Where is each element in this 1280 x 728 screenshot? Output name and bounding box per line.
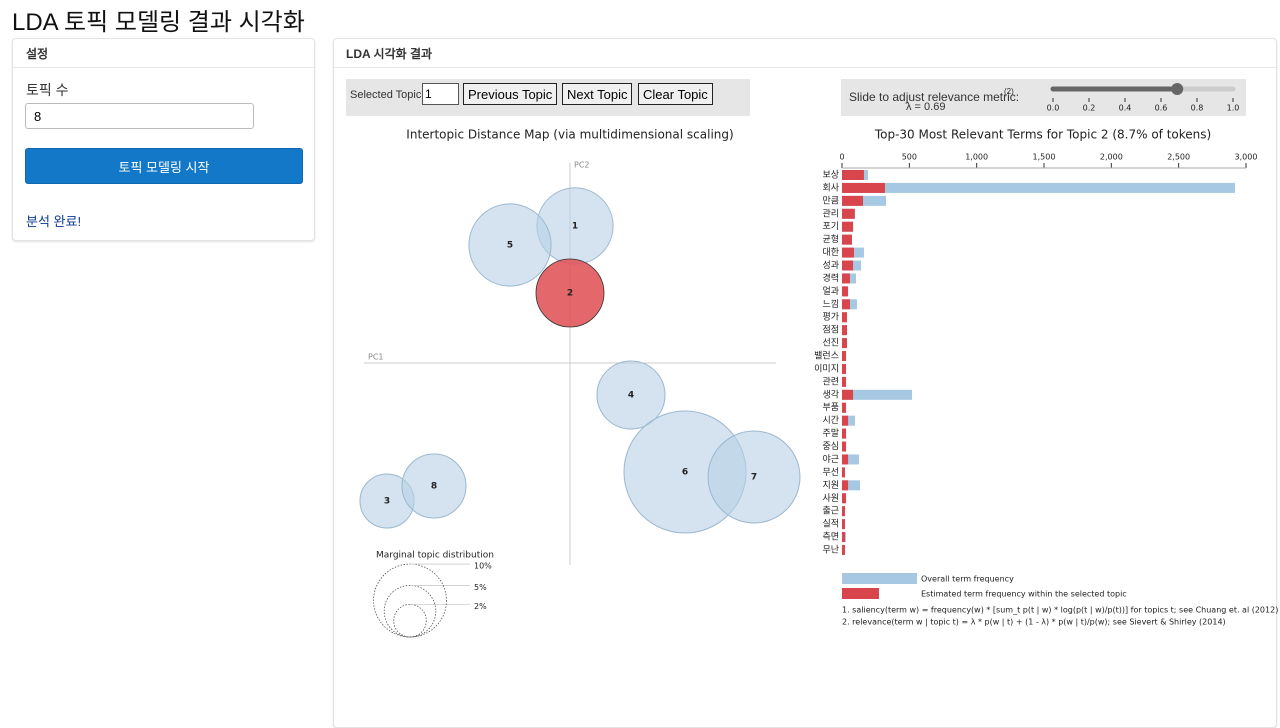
main-panel: LDA 시각화 결과	[333, 38, 1277, 728]
lambda-label: λ = 0.69	[906, 101, 946, 113]
status-text: 분석 완료!	[26, 214, 82, 229]
sidebar-title: 설정	[26, 47, 49, 61]
topic-controls: Selected Topic: Previous Topic Next Topi…	[346, 79, 750, 116]
sidebar-panel: 설정 토픽 수 토픽 모델링 시작 분석 완료!	[12, 38, 315, 241]
previous-topic-button[interactable]: Previous Topic	[463, 83, 558, 105]
relevance-slider-box: Slide to adjust relevance metric: (2) λ …	[841, 79, 1246, 116]
input-label: 토픽 수	[26, 82, 69, 98]
topic-count-input[interactable]	[25, 103, 254, 129]
start-button[interactable]: 토픽 모델링 시작	[25, 148, 303, 184]
page-title: LDA 토픽 모델링 결과 시각화	[12, 9, 305, 36]
main-title: LDA 시각화 결과	[346, 47, 433, 61]
next-topic-button[interactable]: Next Topic	[562, 83, 633, 105]
divider	[334, 67, 1276, 68]
slider-label: Slide to adjust relevance metric:	[849, 90, 1020, 104]
selected-topic-input[interactable]	[422, 83, 459, 105]
selected-topic-label: Selected Topic:	[350, 89, 425, 101]
slider-note: (2)	[1004, 87, 1014, 96]
divider	[13, 67, 314, 68]
clear-topic-button[interactable]: Clear Topic	[638, 83, 713, 105]
